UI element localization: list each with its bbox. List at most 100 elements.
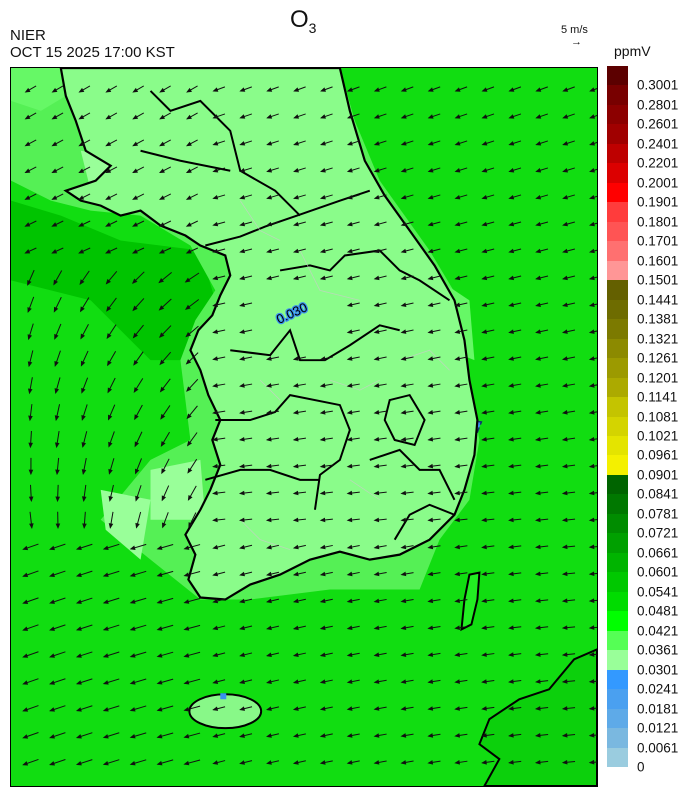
colorbar-bin — [607, 708, 628, 729]
wind-arrow-head — [238, 463, 245, 469]
wind-arrow-head — [508, 141, 515, 146]
wind-arrow-head — [27, 307, 32, 314]
wind-arrow-head — [319, 598, 326, 604]
wind-arrow-head — [49, 626, 55, 631]
wind-arrow-head — [427, 356, 434, 361]
colorbar-bin — [607, 572, 628, 593]
wind-arrow-head — [588, 490, 595, 496]
wind-arrow-head — [534, 625, 541, 630]
colorbar-label: 0.0421 — [637, 623, 679, 639]
wind-arrow-head — [346, 571, 353, 577]
wind-arrow-head — [400, 168, 407, 173]
wind-arrow-head — [102, 572, 109, 577]
wind-arrow-head — [373, 87, 380, 92]
wind-arrow-head — [427, 625, 434, 631]
wind-arrow-head — [212, 194, 219, 200]
wind-arrow-head — [292, 571, 299, 577]
colorbar-label: 0.1701 — [637, 233, 679, 249]
wind-arrow-head — [319, 625, 326, 631]
wind-arrow-head — [292, 275, 299, 281]
wind-arrow-head — [266, 598, 272, 604]
wind-arrow-head — [24, 249, 31, 254]
wind-arrow-head — [562, 275, 568, 281]
wind-arrow-head — [293, 194, 299, 200]
wind-arrow-head — [75, 572, 82, 577]
wind-arrow-head — [75, 761, 82, 766]
colorbar-label: 0.1801 — [637, 214, 679, 230]
wind-arrow-head — [319, 221, 326, 227]
wind-arrow-head — [239, 329, 245, 334]
wind-arrow-head — [212, 356, 218, 361]
wind-arrow-head — [561, 410, 568, 415]
wind-arrow-head — [239, 141, 246, 146]
wind-arrow-head — [266, 760, 272, 765]
wind-arrow-head — [508, 356, 514, 361]
wind-arrow-head — [535, 275, 541, 281]
wind-arrow-head — [78, 222, 85, 227]
wind-arrow-head — [55, 523, 61, 529]
wind-arrow-head — [454, 625, 461, 630]
wind-arrow-head — [293, 221, 299, 227]
wind-arrow-head — [22, 572, 29, 578]
wind-arrow-head — [292, 463, 299, 469]
colorbar-label: 0.2601 — [637, 116, 679, 132]
wind-arrow-head — [131, 249, 138, 254]
wind-arrow-head — [319, 517, 326, 523]
wind-arrow-head — [183, 572, 190, 577]
wind-arrow-head — [266, 625, 272, 631]
wind-arrow-head — [373, 221, 380, 227]
colorbar-bin — [607, 669, 628, 690]
colorbar-label: 0.0661 — [637, 545, 679, 561]
wind-arrow-head — [427, 329, 434, 334]
wind-arrow-head — [239, 383, 245, 388]
wind-arrow-head — [346, 490, 353, 496]
wind-arrow-head — [427, 248, 434, 254]
colorbar-bin — [607, 630, 628, 651]
wind-arrow-head — [508, 625, 514, 630]
wind-arrow-head — [346, 652, 353, 657]
wind-arrow-head — [106, 333, 112, 340]
wind-arrow-head — [134, 414, 139, 421]
colorbar-label: 0.3001 — [637, 77, 679, 93]
wind-arrow-head — [132, 195, 138, 200]
wind-arrow-head — [27, 388, 33, 395]
wind-arrow-head — [427, 168, 434, 173]
wind-arrow-head — [508, 329, 514, 334]
wind-arrow-head — [212, 221, 219, 227]
wind-arrow-head — [135, 495, 140, 502]
wind-arrow-head — [239, 544, 245, 550]
wind-arrow-head — [320, 141, 326, 146]
wind-arrow-head — [347, 87, 353, 92]
wind-arrow-head — [22, 680, 29, 685]
wind-arrow-head — [80, 333, 86, 340]
wind-arrow-head — [212, 329, 218, 334]
wind-arrow-head — [373, 114, 380, 119]
wind-arrow-head — [183, 680, 190, 685]
wind-arrow-head — [156, 653, 163, 658]
wind-arrow-head — [51, 141, 58, 147]
wind-arrow-head — [454, 706, 461, 711]
wind-arrow-head — [561, 733, 568, 738]
colorbar-label: 0.1141 — [637, 389, 678, 405]
wind-arrow-head — [81, 469, 87, 475]
colorbar-label: 0.1501 — [637, 272, 679, 288]
wind-arrow-head — [373, 490, 380, 496]
wind-arrow-head — [129, 599, 136, 604]
wind-arrow-head — [212, 490, 218, 496]
wind-arrow-head — [159, 168, 165, 174]
vector-scale-label: 5 m/s — [561, 24, 588, 36]
wind-arrow-head — [320, 114, 326, 119]
colorbar-label: 0.1601 — [637, 253, 679, 269]
wind-arrow-head — [105, 87, 112, 93]
wind-arrow-head — [589, 168, 595, 173]
wind-arrow-head — [319, 356, 326, 361]
wind-arrow-head — [400, 87, 407, 92]
wind-arrow-head — [588, 759, 595, 765]
wind-arrow-head — [55, 469, 60, 476]
colorbar-bin — [607, 280, 628, 301]
wind-arrow-head — [400, 383, 407, 388]
wind-arrow-head — [454, 275, 461, 281]
wind-arrow-head — [346, 679, 353, 684]
wind-arrow-head — [400, 114, 407, 119]
wind-arrow-head — [346, 141, 353, 146]
